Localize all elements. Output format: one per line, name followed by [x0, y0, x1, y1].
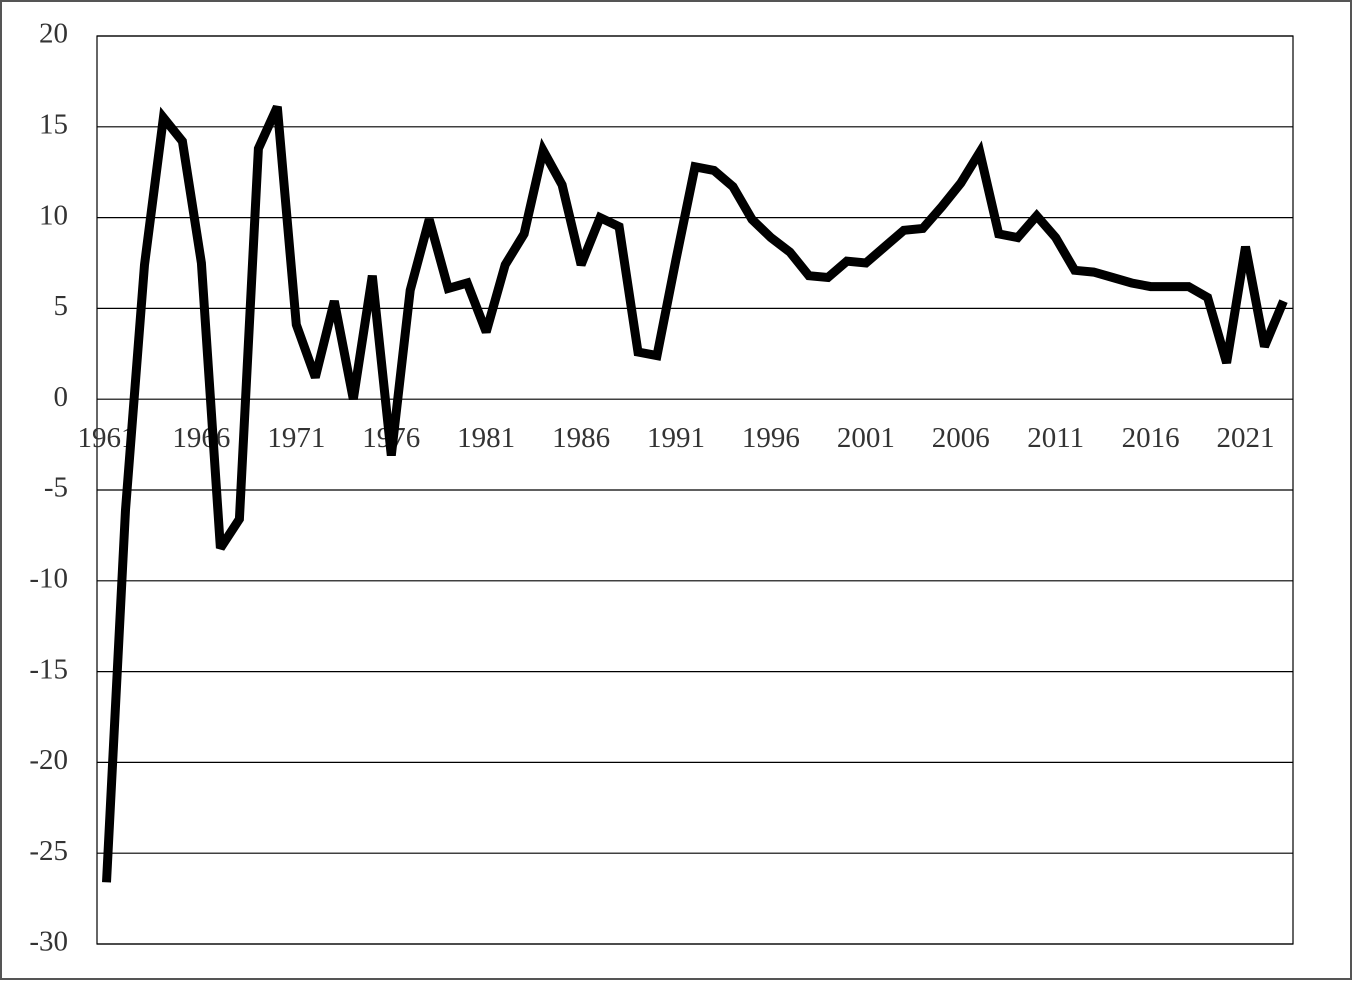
y-tick-label: -10 — [29, 562, 68, 594]
x-tick-label: 2021 — [1217, 422, 1275, 454]
y-tick-label: -25 — [29, 835, 68, 867]
x-tick-label: 1966 — [172, 422, 230, 454]
y-tick-label: 10 — [39, 199, 68, 231]
x-tick-label: 1971 — [267, 422, 325, 454]
y-tick-label: 0 — [54, 381, 69, 413]
x-tick-label: 2001 — [837, 422, 895, 454]
x-tick-label: 1991 — [647, 422, 705, 454]
y-tick-label: -15 — [29, 653, 68, 685]
data-line — [102, 104, 1288, 883]
y-tick-label: -5 — [44, 472, 68, 504]
y-tick-label: -30 — [29, 926, 68, 958]
x-tick-label: 1996 — [742, 422, 800, 454]
x-tick-label: 2016 — [1122, 422, 1180, 454]
y-tick-label: 15 — [39, 108, 68, 140]
x-tick-label: 1981 — [457, 422, 515, 454]
y-tick-label: -20 — [29, 744, 68, 776]
y-tick-label: 5 — [54, 290, 69, 322]
x-tick-label: 1986 — [552, 422, 610, 454]
y-tick-label: 20 — [39, 18, 68, 50]
x-tick-label: 2006 — [932, 422, 990, 454]
x-tick-label: 2011 — [1027, 422, 1084, 454]
